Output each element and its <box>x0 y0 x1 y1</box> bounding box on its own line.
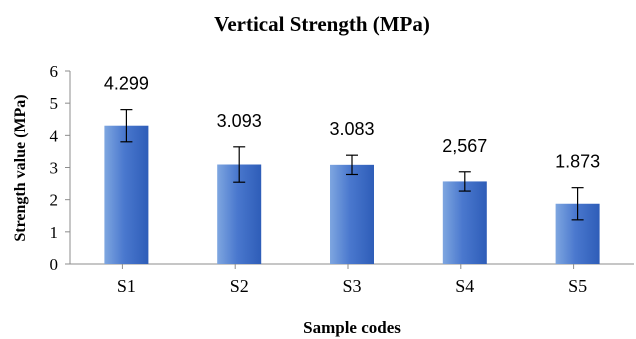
y-tick-label: 5 <box>50 94 59 113</box>
x-axis-label: Sample codes <box>303 318 401 337</box>
plot-area: 0 1 2 3 4 5 6 4.299 S1 3.093 S2 3.083 S3 2,567 S4 1.873… <box>50 62 635 296</box>
y-tick-label: 0 <box>50 255 59 274</box>
data-label: 2,567 <box>442 136 487 156</box>
y-tick-label: 2 <box>50 191 59 210</box>
data-label: 3.083 <box>329 119 374 139</box>
bar <box>330 165 374 264</box>
y-axis-label: Strength value (MPa) <box>12 94 29 241</box>
data-label: 1.873 <box>555 152 600 172</box>
x-tick-label: S4 <box>455 276 474 296</box>
x-tick-label: S2 <box>230 276 249 296</box>
x-tick-label: S1 <box>117 276 136 296</box>
x-tick-label: S3 <box>342 276 361 296</box>
bar <box>443 181 487 264</box>
bar <box>104 126 148 264</box>
data-label: 3.093 <box>217 111 262 131</box>
data-label: 4.299 <box>104 74 149 94</box>
x-tick-label: S5 <box>568 276 587 296</box>
y-tick-label: 4 <box>50 126 59 145</box>
y-tick-label: 1 <box>50 223 59 242</box>
y-tick-label: 6 <box>50 62 59 81</box>
chart-title: Vertical Strength (MPa) <box>214 12 430 36</box>
y-tick-label: 3 <box>50 159 59 178</box>
